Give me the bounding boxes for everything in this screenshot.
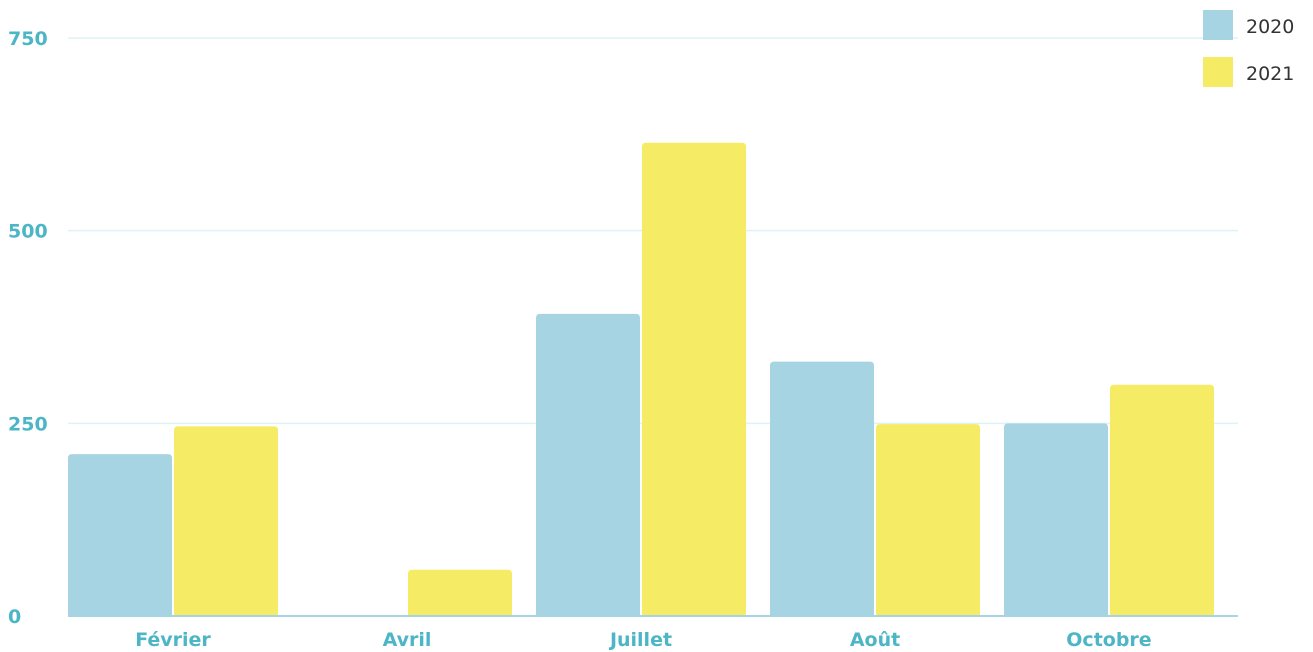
y-axis-ticks: 0 250 500 750 [8,28,48,628]
bar-2021-octobre [1110,384,1214,616]
bars [68,142,1214,616]
x-tick-label: Juillet [608,629,672,651]
legend-swatch-2020 [1203,10,1233,40]
x-tick-label: Avril [383,629,432,651]
legend-label-2021: 2021 [1246,63,1294,85]
bar-2020-août [770,361,874,616]
x-tick-label: Août [850,629,900,651]
y-tick-label: 750 [8,28,48,50]
x-tick-label: Octobre [1066,629,1151,651]
y-tick-label: 0 [8,606,21,628]
bar-2020-février [68,454,172,616]
bar-2021-avril [408,569,512,616]
bar-2021-février [174,426,278,616]
x-tick-label: Février [135,629,211,651]
bar-2021-juillet [642,142,746,616]
legend-label-2020: 2020 [1246,16,1294,38]
y-tick-label: 500 [8,221,48,243]
bar-2021-août [876,424,980,616]
x-axis-ticks: Février Avril Juillet Août Octobre [135,629,1152,651]
y-tick-label: 250 [8,413,48,435]
legend: 2020 2021 [1203,10,1294,87]
bar-2020-juillet [536,313,640,616]
legend-swatch-2021 [1203,57,1233,87]
bar-2020-octobre [1004,423,1108,616]
